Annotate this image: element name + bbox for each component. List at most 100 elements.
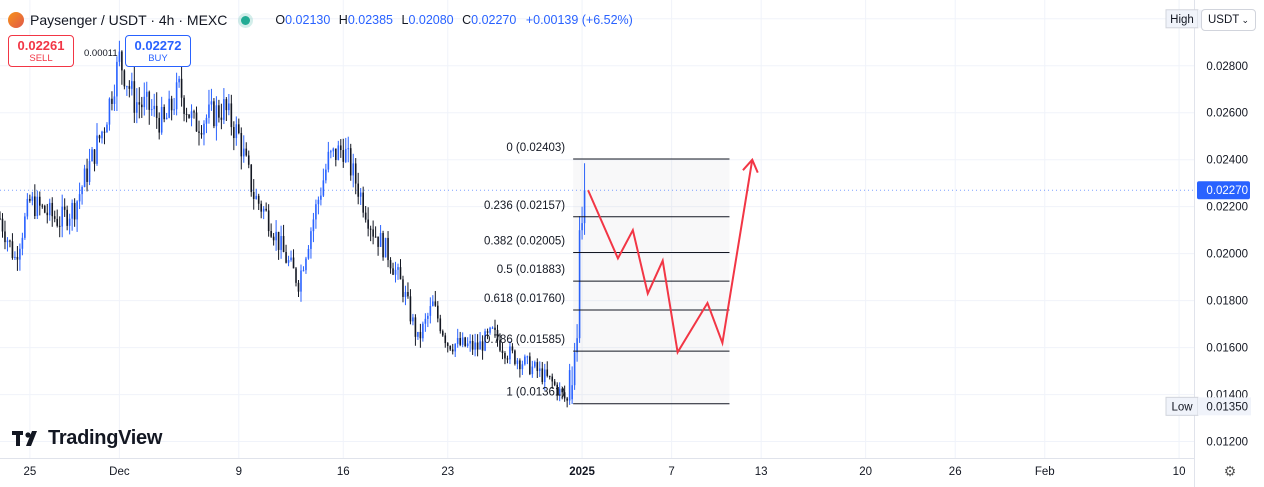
candle-body <box>566 398 568 401</box>
candle-body <box>51 202 54 217</box>
candle-body <box>543 369 546 383</box>
price-tick-label: 0.01800 <box>1206 296 1248 308</box>
low-value-tag <box>1198 397 1251 416</box>
candle-body <box>275 231 277 241</box>
candle-body <box>98 135 101 139</box>
time-tick-label: Dec <box>109 466 130 478</box>
spread-value: 0.00011 <box>84 48 118 59</box>
candle-body <box>369 228 372 230</box>
candle-body <box>337 145 340 160</box>
candle-body <box>484 331 486 351</box>
candle-body <box>138 102 141 105</box>
symbol-title[interactable]: Paysenger / USDT · 4h · MEXC <box>30 12 228 28</box>
candle-body <box>514 350 516 364</box>
candle-body <box>344 148 347 162</box>
candle-body <box>230 103 233 128</box>
candle-body <box>295 268 297 283</box>
candle-body <box>96 135 98 164</box>
candle-body <box>317 199 320 205</box>
candle-body <box>160 106 163 133</box>
candle-body <box>188 114 190 118</box>
candle-body <box>11 241 14 258</box>
candle-body <box>198 131 200 133</box>
time-tick-label: 2025 <box>569 466 595 478</box>
candle-body <box>312 219 315 232</box>
candle-body <box>19 248 21 260</box>
buy-button[interactable]: 0.02272 BUY <box>125 35 191 67</box>
tradingview-logo: TradingView <box>12 427 162 450</box>
candle-body <box>183 97 185 114</box>
candle-body <box>315 204 317 220</box>
candle-body <box>578 230 581 339</box>
candle-body <box>501 350 504 353</box>
candle-body <box>215 105 218 127</box>
candle-body <box>121 51 123 71</box>
candle-body <box>489 327 491 333</box>
candle-body <box>78 194 81 202</box>
fib-level-label: 0.382 (0.02005) <box>484 235 565 247</box>
candle-body <box>538 368 541 371</box>
candle-body <box>479 341 481 350</box>
candle-body <box>437 305 439 319</box>
low-value: 0.02080 <box>408 13 454 27</box>
candle-body <box>287 260 290 263</box>
candle-body <box>297 282 300 292</box>
candle-body <box>131 81 133 89</box>
candle-body <box>101 131 103 139</box>
candle-body <box>397 267 399 270</box>
candle-body <box>459 338 461 345</box>
close-value: 0.02270 <box>471 13 517 27</box>
high-key-label: High <box>1170 14 1194 26</box>
candle-body <box>330 151 332 153</box>
close-key: C <box>462 13 472 27</box>
candle-body <box>292 257 295 269</box>
candle-body <box>561 388 563 393</box>
candle-body <box>349 148 352 176</box>
time-tick-label: 26 <box>949 466 962 478</box>
candle-body <box>471 340 474 350</box>
candle-body <box>551 376 554 382</box>
time-tick-label: Feb <box>1035 466 1055 478</box>
candle-body <box>203 123 205 135</box>
candle-body <box>476 342 479 350</box>
candle-body <box>305 258 307 271</box>
currency-select[interactable]: USDT ⌄ <box>1201 9 1256 31</box>
candle-body <box>524 356 526 365</box>
candle-body <box>499 340 501 351</box>
candle-body <box>325 169 327 181</box>
candle-body <box>285 252 287 263</box>
time-tick-label: 23 <box>441 466 454 478</box>
change-value: +0.00139 (+6.52%) <box>525 13 633 27</box>
candle-body <box>56 218 59 226</box>
candle-body <box>21 237 24 249</box>
candle-body <box>374 236 377 238</box>
candle-body <box>536 362 539 371</box>
candle-body <box>265 208 267 211</box>
candle-body <box>193 111 195 113</box>
candle-body <box>205 117 208 124</box>
candle-body <box>76 201 78 220</box>
low-value-label: 0.01350 <box>1206 401 1248 413</box>
candle-body <box>270 231 272 237</box>
candle-body <box>332 148 335 152</box>
sell-button[interactable]: 0.02261 SELL <box>8 35 74 67</box>
candle-body <box>71 202 73 219</box>
candle-body <box>469 340 471 344</box>
candle-body <box>568 370 571 401</box>
candle-body <box>342 150 345 162</box>
settings-gear-icon[interactable]: ⚙ <box>1223 463 1237 479</box>
time-tick-label: 9 <box>236 466 242 478</box>
candle-body <box>148 91 151 110</box>
price-tick-label: 0.01600 <box>1206 343 1248 355</box>
candle-body <box>310 231 312 249</box>
candle-body <box>66 209 68 226</box>
candle-body <box>145 91 148 97</box>
candle-body <box>233 127 235 139</box>
candle-body <box>307 248 310 259</box>
candle-body <box>83 168 86 187</box>
candle-body <box>208 104 210 118</box>
candle-body <box>238 124 240 133</box>
candle-body <box>123 70 126 87</box>
fib-level-label: 0.5 (0.01883) <box>497 264 566 276</box>
